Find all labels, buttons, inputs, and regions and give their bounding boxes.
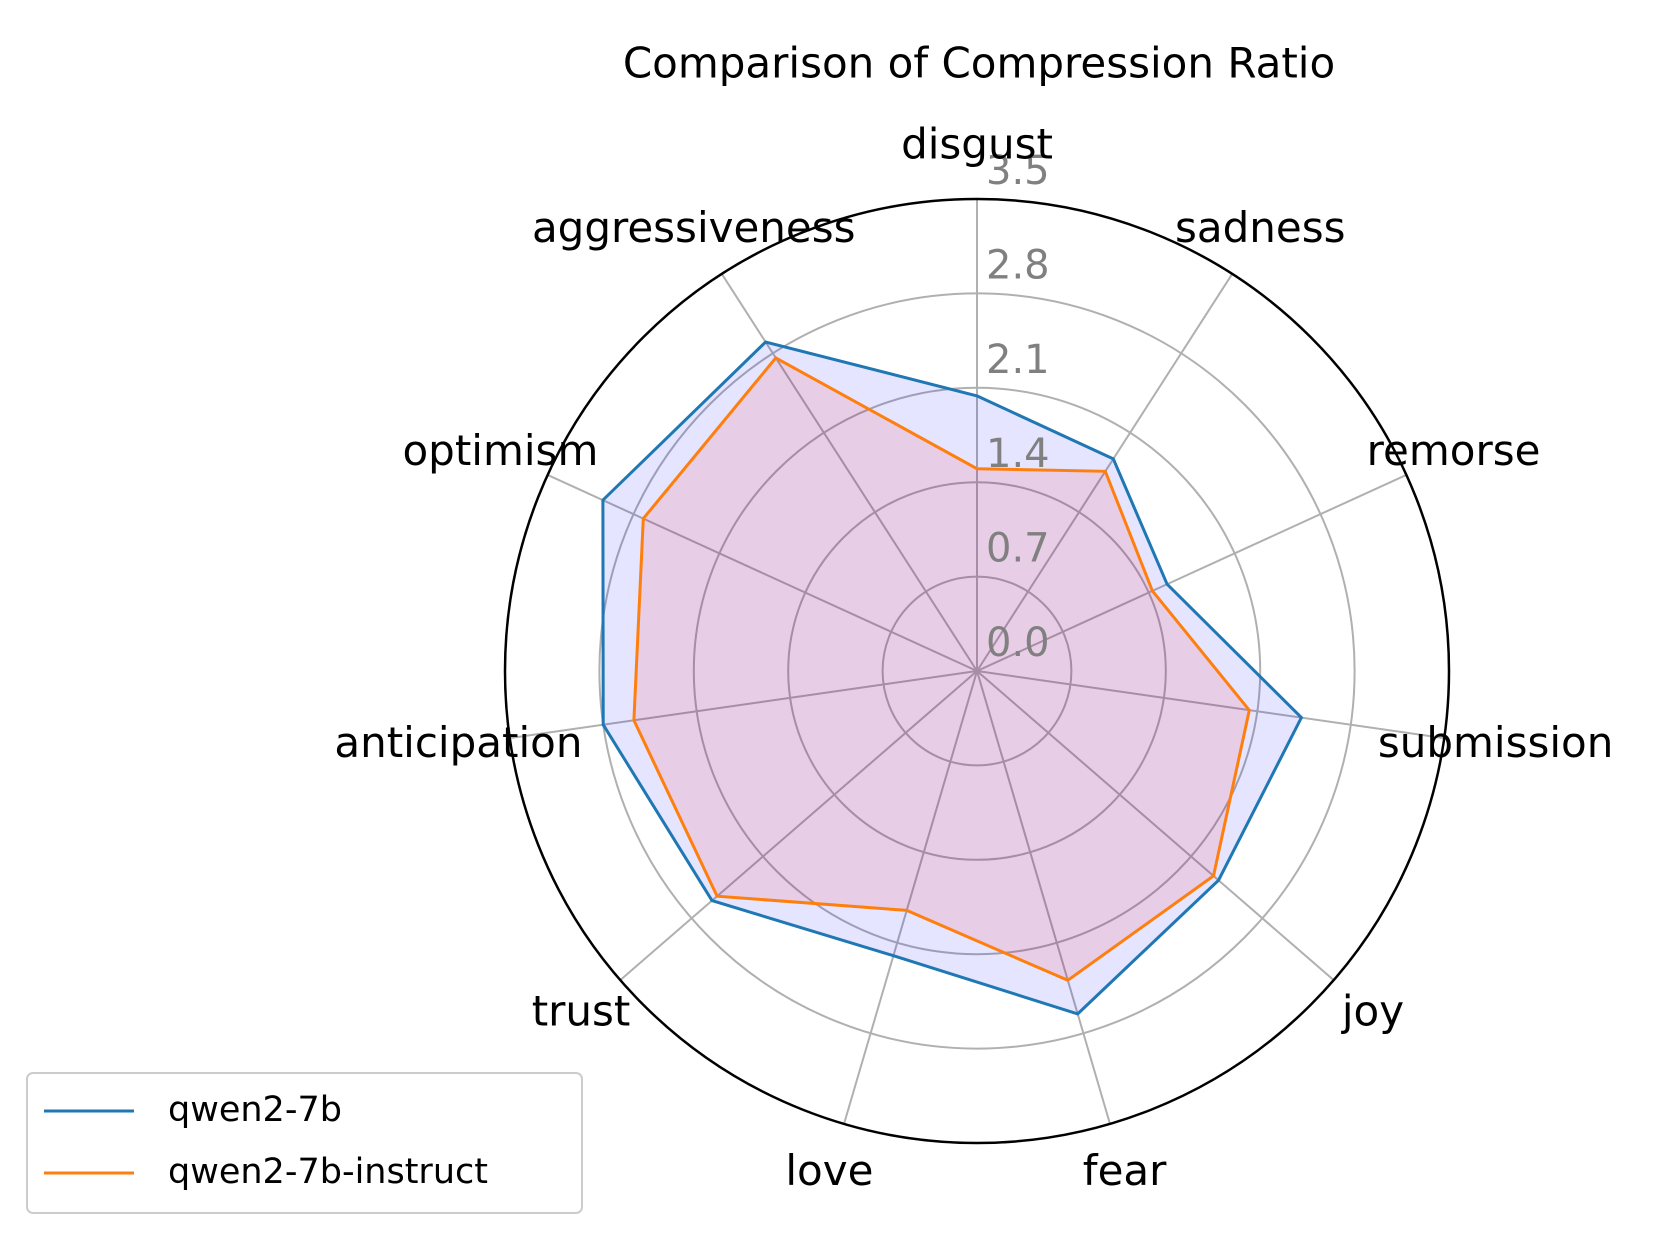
r-tick-label: 0.0 xyxy=(986,620,1050,666)
spoke xyxy=(976,670,1445,740)
series-area xyxy=(602,342,1302,1014)
legend: qwen2-7b qwen2-7b-instruct xyxy=(26,1072,583,1214)
category-label: love xyxy=(785,1146,873,1195)
spoke xyxy=(976,670,1111,1125)
category-label: disgust xyxy=(901,120,1053,169)
category-label: submission xyxy=(1378,718,1614,767)
spoke xyxy=(509,670,978,740)
category-label: anticipation xyxy=(334,718,582,767)
spoke xyxy=(547,474,978,672)
category-label: sadness xyxy=(1175,203,1346,252)
category-label: fear xyxy=(1083,1146,1167,1195)
spoke xyxy=(619,670,978,981)
r-tick-label: 0.7 xyxy=(986,526,1050,572)
series-line xyxy=(632,355,1251,983)
legend-frame xyxy=(26,1072,583,1214)
spoke xyxy=(976,474,1407,672)
r-tick-label: 1.4 xyxy=(986,431,1050,477)
chart-title: Comparison of Compression Ratio xyxy=(623,39,1335,88)
category-label: optimism xyxy=(402,426,598,475)
category-label: trust xyxy=(532,987,631,1036)
spoke xyxy=(720,273,978,672)
category-label: remorse xyxy=(1367,426,1541,475)
r-tick-label: 3.5 xyxy=(986,148,1050,194)
series-line xyxy=(601,340,1304,1016)
series-area xyxy=(633,357,1250,981)
outer-ring xyxy=(503,197,1451,1145)
r-tick-label: 2.1 xyxy=(986,337,1050,383)
legend-label: qwen2-7b-instruct xyxy=(168,1152,488,1192)
legend-label: qwen2-7b xyxy=(168,1090,342,1130)
spoke xyxy=(843,670,978,1125)
category-label: joy xyxy=(1341,987,1404,1036)
category-label: aggressiveness xyxy=(532,203,856,252)
spoke xyxy=(976,670,1335,981)
r-tick-label: 2.8 xyxy=(986,242,1050,288)
